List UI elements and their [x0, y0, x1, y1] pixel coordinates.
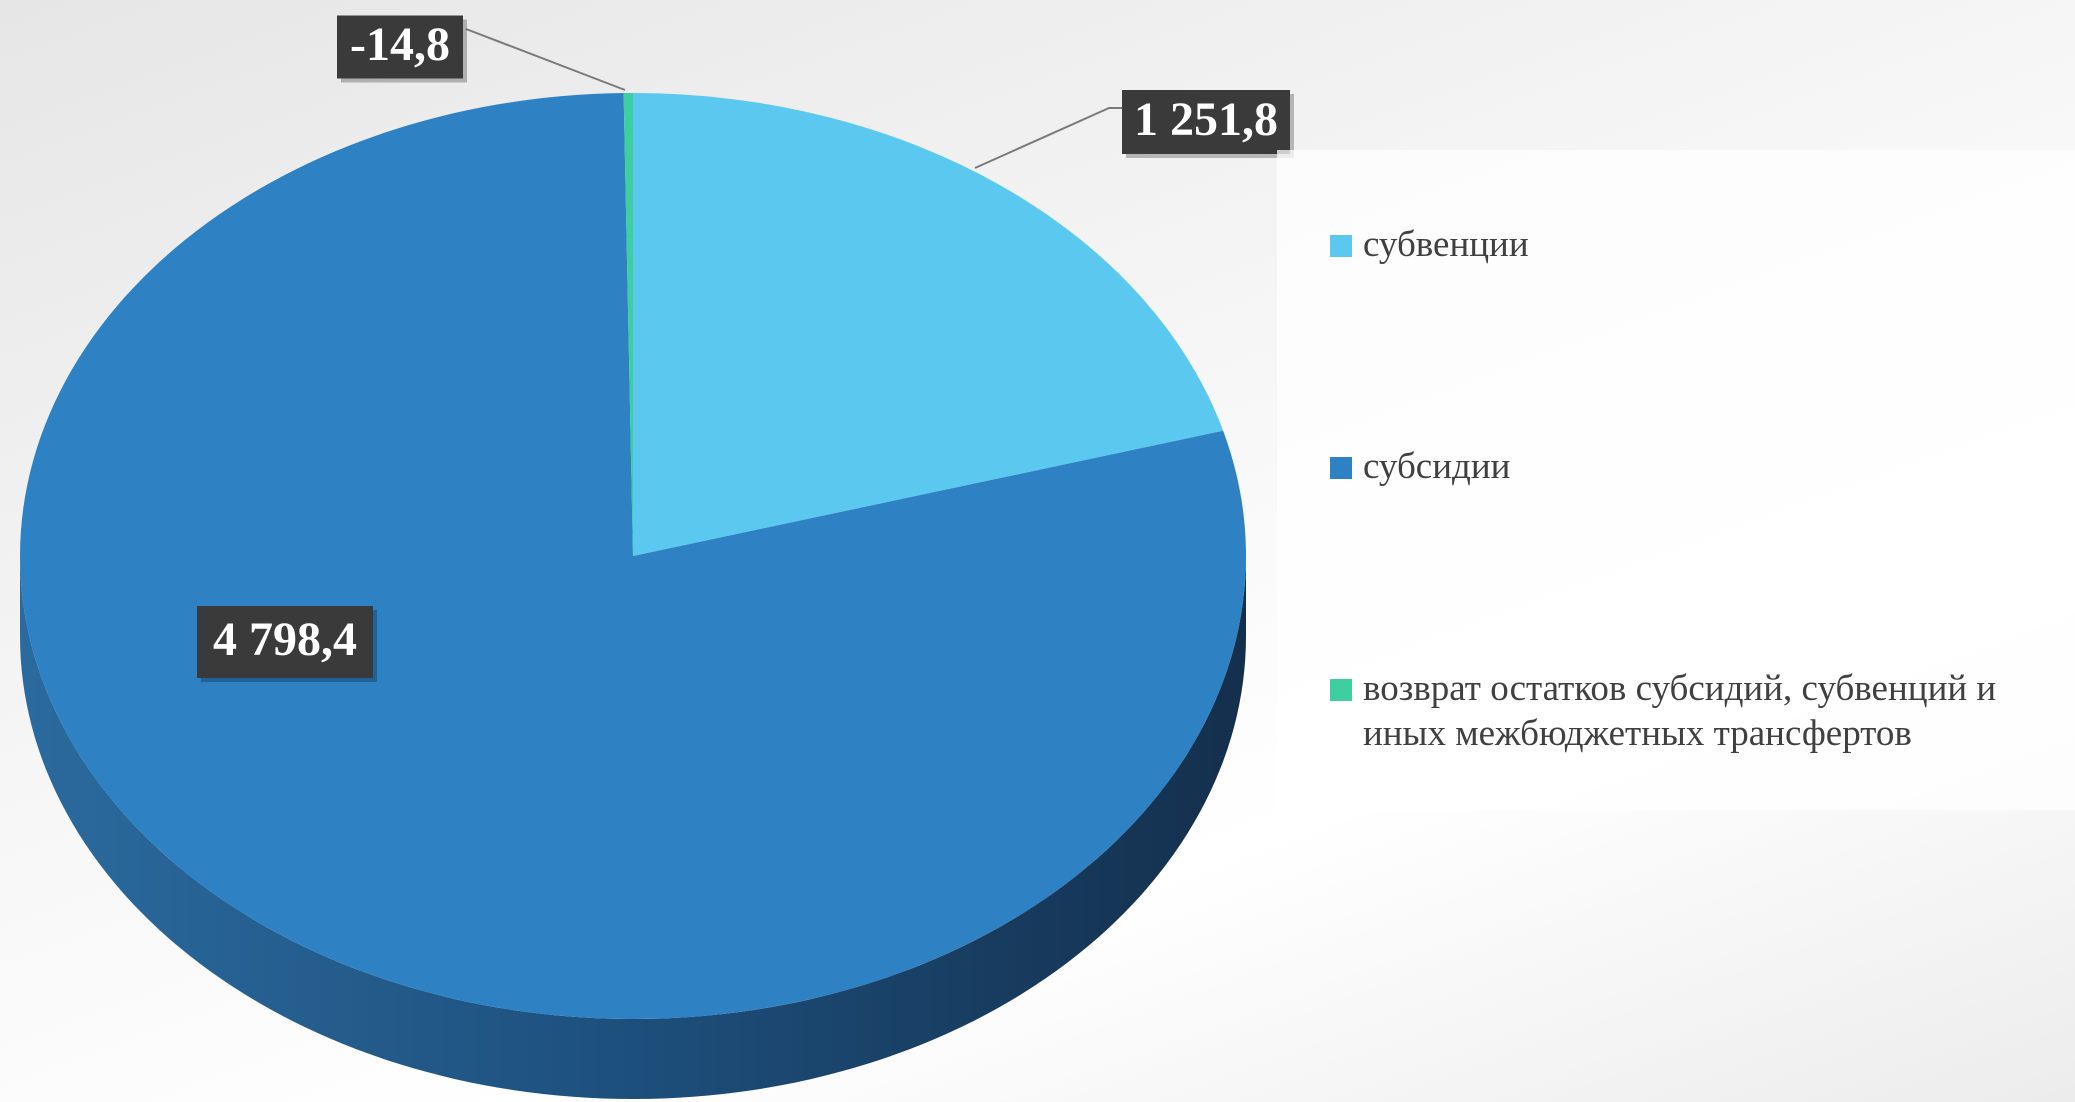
pie-slice	[623, 93, 633, 556]
pie-slice	[20, 93, 1247, 1019]
pie-slice	[633, 93, 1224, 556]
data-label: 4 798,4	[213, 613, 357, 666]
legend-label: возврат остатков субсидий, субвенций и и…	[1363, 668, 1997, 754]
legend-swatch	[1330, 679, 1352, 701]
legend-swatch	[1330, 457, 1352, 479]
label-box	[1122, 90, 1290, 154]
legend: субвенции субсидии возврат остатков субсид…	[1277, 150, 2075, 810]
pie	[20, 93, 1247, 1099]
pie-side	[20, 556, 1246, 1099]
data-labels: 1 251,8 4 798,4 -14,8	[197, 15, 1294, 682]
legend-label: субсидии	[1363, 446, 1511, 487]
leader-line	[465, 28, 626, 91]
data-label: -14,8	[350, 18, 450, 71]
label-box	[337, 15, 463, 79]
leader-line	[974, 107, 1122, 169]
legend-swatch	[1330, 235, 1352, 257]
label-box	[197, 606, 373, 678]
legend-label: субвенции	[1363, 224, 1529, 265]
data-label: 1 251,8	[1134, 93, 1278, 146]
